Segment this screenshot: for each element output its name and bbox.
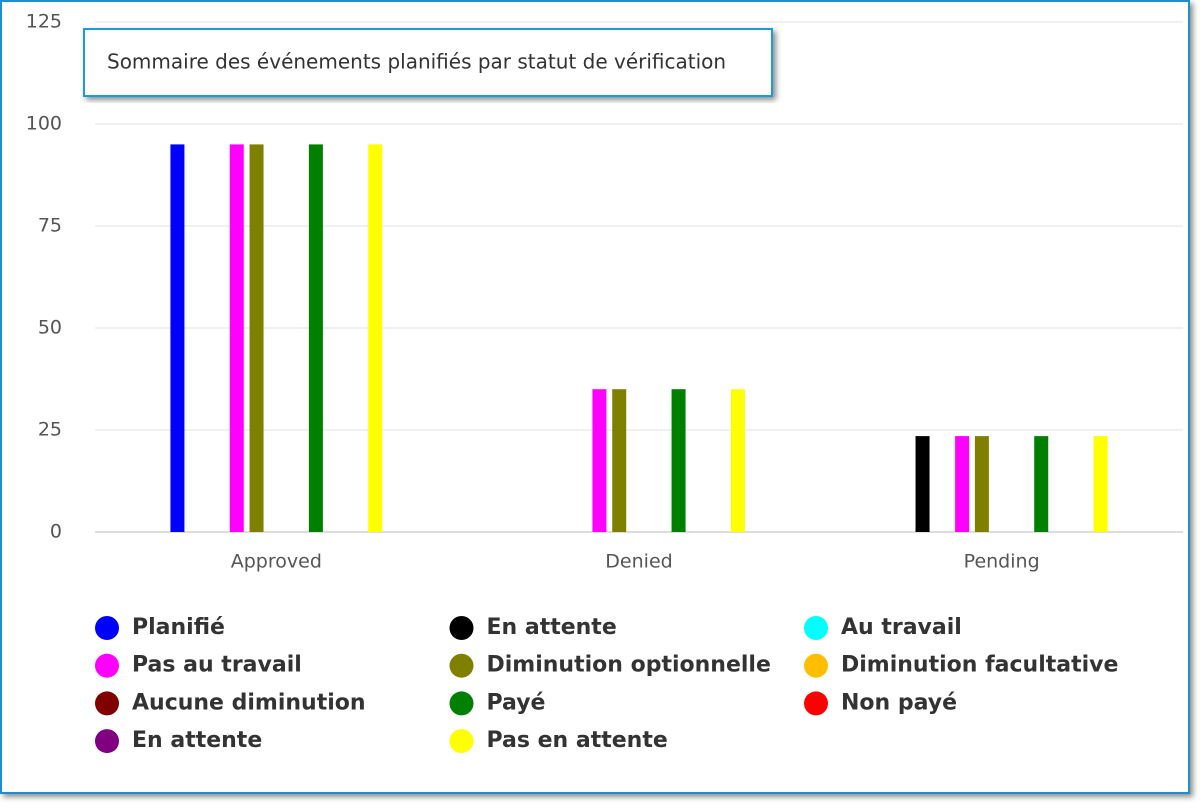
legend-swatch [804,653,828,678]
x-tick-label: Denied [605,551,672,573]
legend-swatch [95,691,119,716]
legend-label: Non payé [841,690,957,715]
bar [1034,436,1049,532]
plot-area: 0 25 50 75 100 125 Approved Denied Pending Planif… [26,11,1183,754]
legend-swatch [95,653,119,678]
x-tick-label: Approved [231,551,322,573]
bar [592,389,607,532]
y-tick-label: 25 [38,419,62,441]
legend-swatch [95,729,119,754]
bar [1093,436,1108,532]
legend-label: Payé [487,690,546,715]
legend-swatch [804,616,828,640]
bar [671,389,686,532]
bar [170,144,185,532]
legend-label: Pas en attente [487,728,668,753]
legend-label: Pas au travail [132,653,302,678]
legend-label: Diminution optionnelle [487,653,771,678]
legend-swatch [449,691,474,716]
legend-label: Planifié [132,615,225,640]
legend-label: Diminution facultative [841,653,1118,678]
bar [229,144,244,532]
y-tick-label: 125 [26,11,62,33]
y-tick-label: 100 [26,113,62,135]
legend-swatch [95,616,119,640]
y-tick-label: 75 [38,215,62,237]
bar [955,436,970,532]
bar [730,389,745,532]
bar [612,389,627,532]
bar [974,436,989,532]
legend-label: Aucune diminution [132,690,366,715]
legend-label: Au travail [841,615,962,640]
legend-swatch [804,691,828,716]
bar [368,144,383,532]
legend-swatch [449,653,474,678]
bar [249,144,264,532]
bar [308,144,323,532]
legend-swatch [449,729,474,754]
x-tick-label: Pending [964,551,1040,573]
legend-swatch [449,616,474,640]
legend-label: En attente [132,728,262,753]
title-box [83,28,773,97]
y-tick-label: 50 [38,317,62,339]
chart-title: Sommaire des événements planifiés par st… [107,50,726,74]
bar [915,436,930,532]
y-tick-label: 0 [50,521,62,543]
legend-label: En attente [487,615,617,640]
